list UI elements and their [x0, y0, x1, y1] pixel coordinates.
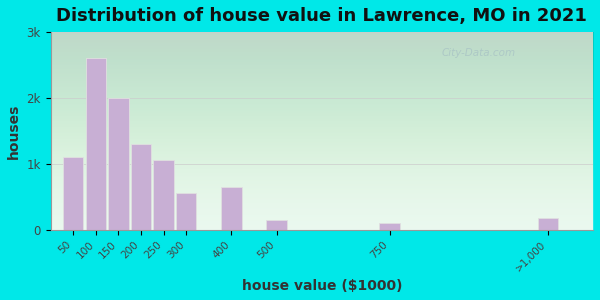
Bar — [108, 98, 128, 230]
X-axis label: house value ($1000): house value ($1000) — [242, 279, 402, 293]
Y-axis label: houses: houses — [7, 103, 21, 158]
Text: City-Data.com: City-Data.com — [441, 48, 515, 58]
Bar — [266, 220, 287, 230]
Bar — [131, 144, 151, 230]
Bar — [154, 160, 174, 230]
Bar — [176, 194, 196, 230]
Bar — [221, 187, 242, 230]
Bar — [379, 223, 400, 230]
Title: Distribution of house value in Lawrence, MO in 2021: Distribution of house value in Lawrence,… — [56, 7, 587, 25]
Bar — [538, 218, 558, 230]
Bar — [63, 157, 83, 230]
Bar — [86, 58, 106, 230]
